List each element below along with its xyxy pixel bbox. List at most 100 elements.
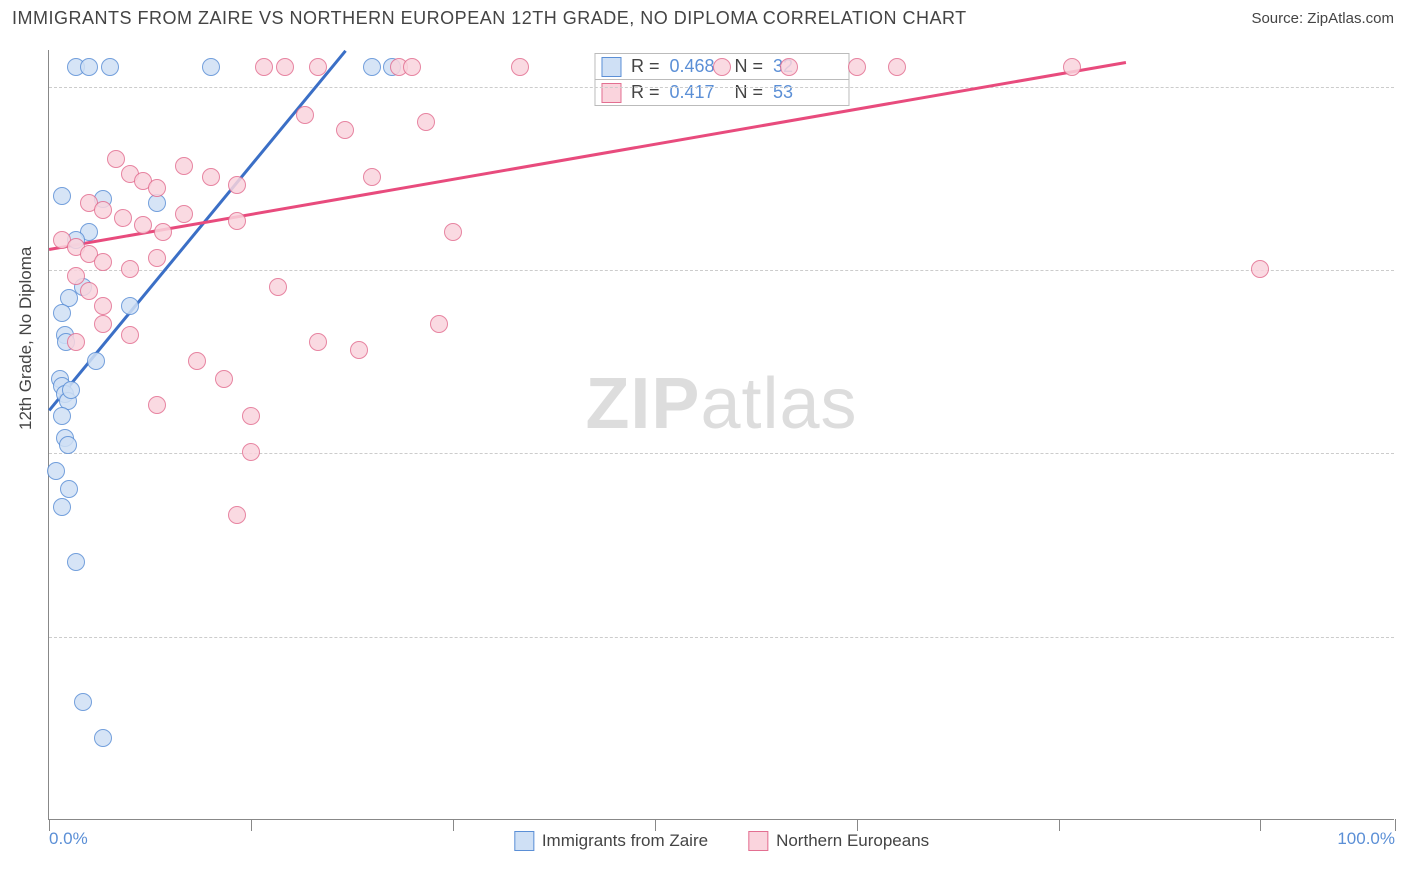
gridline	[49, 87, 1394, 88]
data-point	[175, 205, 193, 223]
data-point	[53, 407, 71, 425]
data-point	[255, 58, 273, 76]
x-tick-label: 0.0%	[49, 829, 88, 849]
x-tick	[857, 819, 858, 831]
data-point	[67, 267, 85, 285]
data-point	[47, 462, 65, 480]
gridline	[49, 270, 1394, 271]
data-point	[511, 58, 529, 76]
data-point	[848, 58, 866, 76]
data-point	[309, 58, 327, 76]
data-point	[202, 168, 220, 186]
data-point	[94, 315, 112, 333]
data-point	[80, 282, 98, 300]
data-point	[94, 201, 112, 219]
y-axis-label: 12th Grade, No Diploma	[16, 247, 36, 430]
data-point	[228, 176, 246, 194]
x-tick-label: 100.0%	[1337, 829, 1395, 849]
chart-plot-area: ZIPatlas R = 0.468 N = 32 R = 0.417 N = …	[48, 50, 1394, 820]
data-point	[101, 58, 119, 76]
swatch-zaire	[601, 57, 621, 77]
data-point	[363, 58, 381, 76]
swatch-neuropean	[601, 83, 621, 103]
data-point	[202, 58, 220, 76]
n-label: N =	[735, 56, 764, 77]
source-label: Source: ZipAtlas.com	[1251, 10, 1394, 27]
x-tick	[1395, 819, 1396, 831]
data-point	[309, 333, 327, 351]
data-point	[114, 209, 132, 227]
data-point	[1063, 58, 1081, 76]
data-point	[269, 278, 287, 296]
data-point	[148, 179, 166, 197]
data-point	[107, 150, 125, 168]
n-value-neuropean: 53	[773, 82, 828, 103]
data-point	[430, 315, 448, 333]
data-point	[713, 58, 731, 76]
data-point	[94, 729, 112, 747]
legend-item-neuropean: Northern Europeans	[748, 831, 929, 851]
r-label: R =	[631, 56, 660, 77]
data-point	[780, 58, 798, 76]
data-point	[148, 249, 166, 267]
legend-label-zaire: Immigrants from Zaire	[542, 831, 708, 851]
legend-swatch-neuropean	[748, 831, 768, 851]
gridline	[49, 637, 1394, 638]
x-tick	[251, 819, 252, 831]
data-point	[148, 396, 166, 414]
data-point	[74, 693, 92, 711]
data-point	[215, 370, 233, 388]
data-point	[276, 58, 294, 76]
data-point	[121, 297, 139, 315]
data-point	[67, 333, 85, 351]
data-point	[60, 480, 78, 498]
data-point	[363, 168, 381, 186]
legend-label-neuropean: Northern Europeans	[776, 831, 929, 851]
watermark: ZIPatlas	[585, 363, 857, 445]
data-point	[154, 223, 172, 241]
data-point	[87, 352, 105, 370]
y-tick-label: 85.0%	[1398, 649, 1406, 669]
data-point	[444, 223, 462, 241]
data-point	[121, 326, 139, 344]
data-point	[175, 157, 193, 175]
legend-swatch-zaire	[514, 831, 534, 851]
data-point	[228, 212, 246, 230]
data-point	[296, 106, 314, 124]
data-point	[188, 352, 206, 370]
x-tick	[1059, 819, 1060, 831]
y-tick-label: 90.0%	[1398, 465, 1406, 485]
data-point	[53, 498, 71, 516]
chart-title: IMMIGRANTS FROM ZAIRE VS NORTHERN EUROPE…	[12, 8, 967, 29]
legend: Immigrants from Zaire Northern Europeans	[514, 831, 929, 851]
data-point	[53, 187, 71, 205]
data-point	[134, 216, 152, 234]
data-point	[53, 304, 71, 322]
legend-item-zaire: Immigrants from Zaire	[514, 831, 708, 851]
data-point	[403, 58, 421, 76]
data-point	[94, 297, 112, 315]
x-tick	[1260, 819, 1261, 831]
y-tick-label: 95.0%	[1398, 282, 1406, 302]
data-point	[350, 341, 368, 359]
y-tick-label: 100.0%	[1398, 99, 1406, 119]
data-point	[59, 436, 77, 454]
data-point	[417, 113, 435, 131]
data-point	[62, 381, 80, 399]
data-point	[242, 443, 260, 461]
data-point	[121, 260, 139, 278]
data-point	[242, 407, 260, 425]
trend-line	[49, 61, 1126, 250]
data-point	[80, 58, 98, 76]
data-point	[228, 506, 246, 524]
r-value-neuropean: 0.417	[670, 82, 725, 103]
n-label: N =	[735, 82, 764, 103]
data-point	[67, 553, 85, 571]
data-point	[888, 58, 906, 76]
stats-row-neuropean: R = 0.417 N = 53	[594, 80, 849, 106]
data-point	[1251, 260, 1269, 278]
x-tick	[453, 819, 454, 831]
x-tick	[655, 819, 656, 831]
data-point	[94, 253, 112, 271]
data-point	[336, 121, 354, 139]
